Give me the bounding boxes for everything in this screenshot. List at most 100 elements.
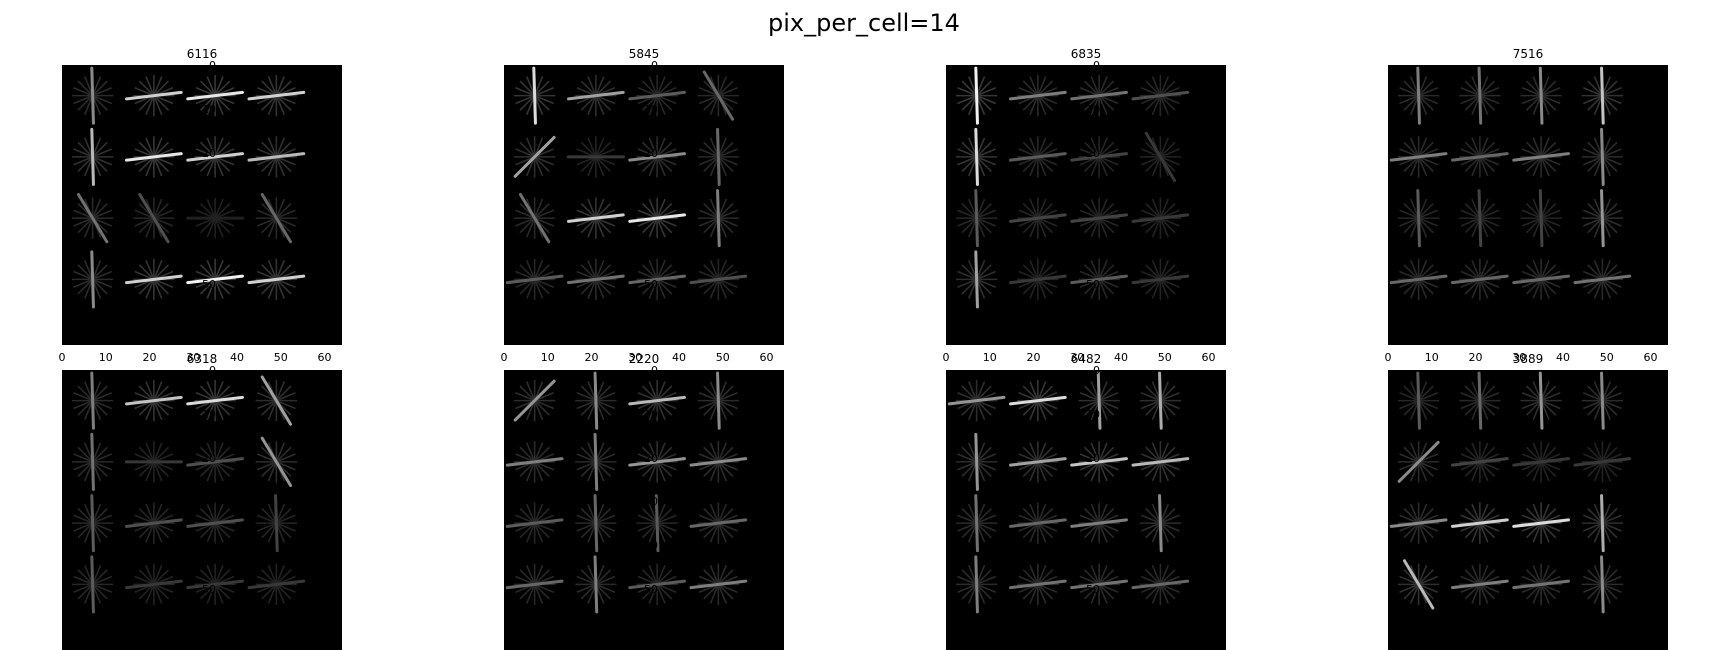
hog-dominant-line [260, 375, 293, 426]
y-tick-label: 10 [1086, 407, 1100, 421]
hog-dominant-line [974, 189, 979, 248]
hog-dominant-line [186, 395, 244, 406]
hog-dominant-line [974, 127, 979, 186]
hog-dominant-line [628, 457, 686, 467]
hog-dominant-line [974, 432, 979, 491]
subplot-title: 7516 [1512, 47, 1544, 61]
y-tick-label: 0 [1093, 59, 1100, 72]
y-tick-label: 60 [1086, 321, 1100, 335]
y-tick-label: 60 [644, 626, 658, 640]
y-tick-label: 20 [202, 451, 216, 465]
y-tick-label: 30 [1086, 190, 1100, 204]
hog-dominant-line [532, 66, 537, 125]
hog-dominant-line [1070, 274, 1128, 285]
x-tick-label: 30 [186, 351, 201, 364]
hog-dominant-line [247, 274, 306, 285]
hog-dominant-line [628, 395, 686, 406]
hog-visualization [71, 66, 306, 309]
y-tick-label: 50 [1086, 277, 1100, 291]
hog-dominant-line [138, 192, 170, 244]
y-tick-label: 20 [644, 146, 658, 160]
y-tick-label: 0 [651, 59, 658, 72]
hog-dominant-line [76, 192, 109, 244]
subplot-title: 6482 [1070, 352, 1102, 366]
y-tick-label: 50 [644, 277, 658, 291]
y-tick-label: 30 [644, 190, 658, 204]
x-tick-label: 30 [1070, 351, 1085, 364]
hog-image [504, 370, 784, 650]
x-tick-label: 30 [1512, 351, 1527, 364]
hog-dominant-line [90, 555, 95, 614]
hog-dominant-line [1451, 152, 1509, 162]
x-tick-label: 0 [500, 351, 508, 364]
hog-dominant-line [1070, 457, 1128, 467]
hog-visualization [955, 66, 1190, 309]
hog-dominant-line [90, 127, 95, 186]
y-tick-label: 50 [644, 582, 658, 596]
hog-dominant-line [1538, 189, 1544, 248]
x-tick-label: 10 [982, 351, 997, 364]
hog-dominant-line [1573, 457, 1632, 467]
hog-dominant-line [628, 213, 686, 223]
hog-dominant-line [1158, 494, 1163, 553]
hog-dominant-line [1512, 152, 1570, 162]
hog-dominant-line [689, 579, 748, 590]
hog-dominant-line [1451, 274, 1509, 285]
hog-dominant-line [1009, 152, 1067, 162]
hog-dominant-line [513, 379, 556, 422]
hog-dominant-line [247, 90, 306, 101]
hog-image [62, 370, 342, 650]
y-tick-label: 30 [644, 495, 658, 509]
y-tick-label: 40 [1086, 234, 1100, 247]
hog-dominant-line [90, 371, 95, 430]
hog-dominant-line [90, 66, 95, 125]
hog-dominant-line [1131, 90, 1190, 101]
hog-dominant-line [1131, 213, 1190, 223]
hog-dominant-line [1477, 371, 1483, 430]
x-tick-label: 10 [98, 351, 113, 364]
hog-visualization [1389, 66, 1632, 301]
subplot-title: 6835 [1070, 47, 1102, 61]
hog-dominant-line [689, 457, 748, 467]
x-tick-label: 30 [628, 351, 643, 364]
hog-dominant-line [125, 152, 183, 162]
y-tick-label: 20 [644, 451, 658, 465]
y-tick-label: 40 [202, 234, 216, 247]
y-tick-label: 40 [644, 234, 658, 247]
hog-dominant-line [1070, 579, 1128, 590]
y-tick-label: 60 [644, 321, 658, 335]
hog-dominant-line [505, 274, 564, 285]
hog-dominant-line [1477, 189, 1483, 248]
hog-dominant-line [1009, 90, 1067, 101]
y-tick-label: 40 [1086, 539, 1100, 552]
hog-dominant-line [1389, 152, 1448, 162]
y-tick-label: 30 [1086, 495, 1100, 509]
hog-dominant-line [654, 494, 660, 553]
y-tick-label: 50 [1086, 582, 1100, 596]
hog-dominant-line [1096, 371, 1102, 430]
hog-dominant-line [274, 494, 279, 553]
hog-image [504, 65, 784, 345]
x-tick-label: 0 [1384, 351, 1392, 364]
hog-dominant-line [1416, 189, 1421, 248]
hog-dominant-line [90, 494, 95, 553]
hog-dominant-line [90, 250, 95, 309]
hog-dominant-line [1009, 579, 1067, 590]
x-tick-label: 40 [672, 351, 686, 364]
hog-visualization [505, 66, 748, 301]
subplot-title: 3889 [1512, 352, 1544, 366]
y-tick-label: 10 [202, 102, 216, 116]
hog-dominant-line [1070, 518, 1128, 528]
hog-dominant-line [260, 436, 293, 488]
x-tick-label: 0 [58, 351, 66, 364]
hog-dominant-line [125, 395, 183, 406]
hog-dominant-line [1009, 518, 1067, 528]
hog-dominant-line [593, 555, 599, 614]
hog-dominant-line [974, 555, 979, 614]
hog-dominant-line [716, 127, 721, 186]
hog-dominant-line [186, 90, 244, 101]
hog-dominant-line [1389, 274, 1448, 285]
hog-image [946, 65, 1226, 345]
hog-dominant-line [90, 432, 95, 491]
subplot-title: 6116 [186, 47, 218, 61]
